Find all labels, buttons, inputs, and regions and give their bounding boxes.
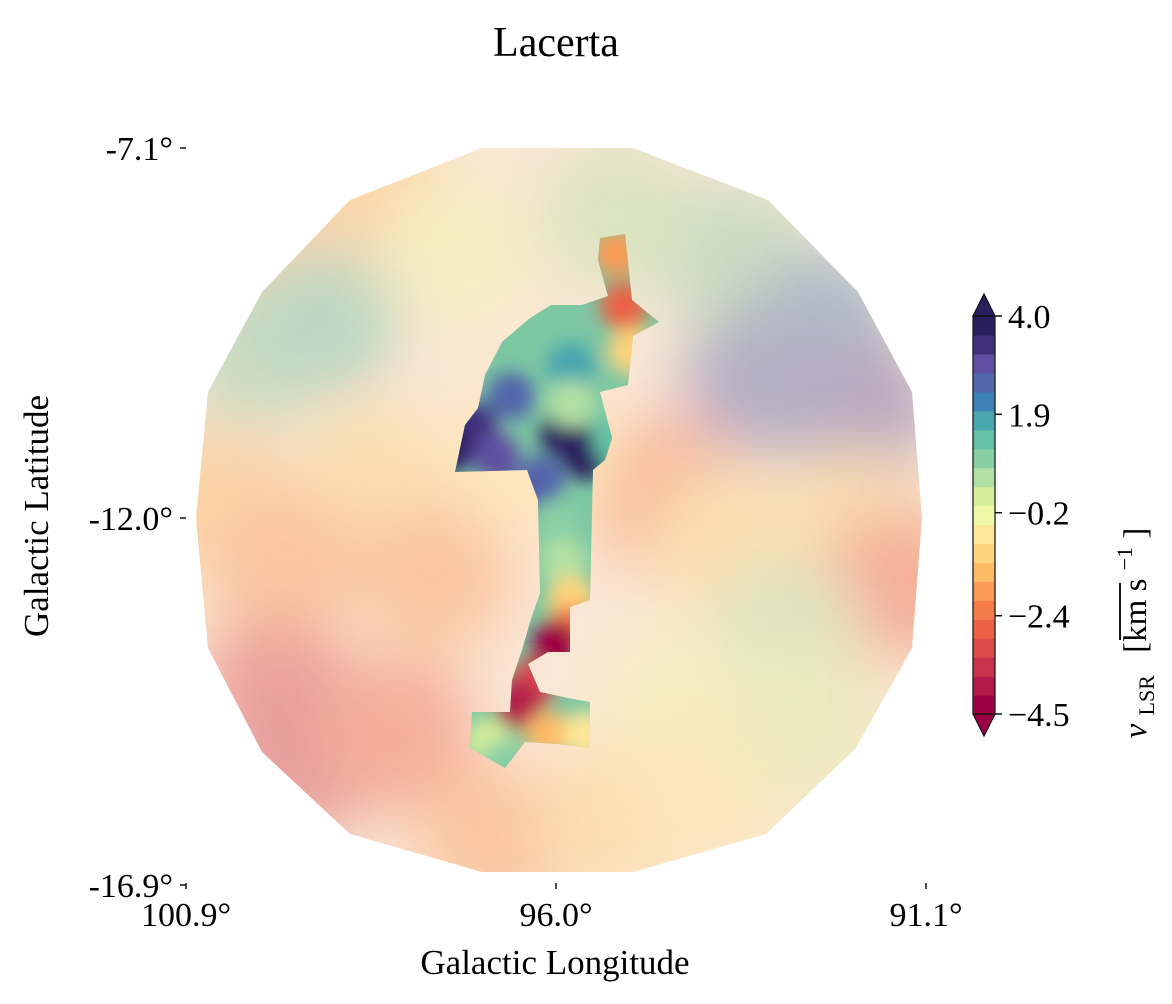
- colorbar-label-close: ]: [1118, 528, 1154, 539]
- field-layer: [196, 148, 922, 872]
- y-axis-label: Galactic Latitude: [17, 395, 56, 637]
- x-tick-label: 91.1°: [889, 897, 962, 934]
- colorbar-segment: [973, 581, 995, 601]
- x-tick-label: 96.0°: [519, 897, 592, 934]
- colorbar-frame: [972, 315, 996, 715]
- colorbar-segment: [973, 524, 995, 545]
- colorbar-segment: [973, 334, 995, 355]
- colorbar-label-exp: −1: [1112, 547, 1137, 570]
- x-tick-label: 100.9°: [141, 897, 231, 934]
- field-sample: [357, 498, 514, 655]
- y-tick-label: -7.1°: [106, 131, 173, 168]
- colorbar-segment: [973, 486, 995, 507]
- colorbar-segment: [973, 410, 995, 431]
- chart-title: Lacerta: [493, 20, 619, 66]
- colorbar-label-sub: LSR: [1134, 675, 1159, 716]
- field-sample: [417, 761, 574, 872]
- colorbar-segment: [973, 353, 995, 374]
- colorbar-label-units: [km s: [1118, 579, 1154, 653]
- colorbar-label-var: v: [1118, 723, 1154, 738]
- colorbar-segment: [973, 600, 995, 620]
- field-sample: [727, 641, 884, 798]
- filament-sample: [547, 342, 596, 391]
- x-axis-label: Galactic Longitude: [420, 943, 689, 982]
- field-sample: [681, 303, 838, 460]
- field-sample: [379, 175, 536, 332]
- colorbar-segment: [973, 638, 995, 658]
- field-sample: [206, 483, 363, 640]
- colorbar-tick-label: −2.4: [1008, 599, 1070, 636]
- colorbar-label: v LSR [km s −1 ]: [1104, 528, 1162, 739]
- colorbar-segment: [973, 316, 995, 336]
- colorbar-segment: [973, 505, 995, 526]
- filament-sample: [547, 379, 596, 428]
- y-axis: -7.1° -12.0° -16.9° Galactic Latitude: [17, 131, 186, 905]
- colorbar-tick-label: 4.0: [1008, 299, 1051, 336]
- field-sample: [538, 148, 695, 294]
- colorbar-extend-top: [972, 292, 996, 317]
- colorbar-segment: [973, 657, 995, 677]
- colorbar-segment: [973, 429, 995, 450]
- colorbar-segment: [973, 448, 995, 469]
- filament-sample: [479, 740, 528, 768]
- field-sample: [319, 656, 476, 813]
- colorbar-segment: [973, 391, 995, 412]
- svg-text:v LSR [km s: v LSR [km s −1 ]: [1104, 528, 1162, 739]
- colorbar-tick-label: −4.5: [1008, 697, 1070, 734]
- colorbar-segment: [973, 695, 995, 715]
- colorbar-segment: [973, 372, 995, 393]
- colorbar-segment: [973, 562, 995, 582]
- filament-sample: [486, 372, 535, 421]
- y-tick-label: -12.0°: [89, 501, 173, 538]
- x-axis: 100.9° 96.0° 91.1° Galactic Longitude: [141, 883, 963, 982]
- colorbar-tick-label: −0.2: [1008, 496, 1070, 533]
- y-tick-label: -16.9°: [89, 868, 173, 905]
- filament-sample: [539, 537, 588, 586]
- colorbar-tick-label: 1.9: [1008, 397, 1051, 434]
- filament-sample: [532, 500, 580, 548]
- colorbar: 4.0 1.9 −0.2 −2.4 −4.5 v LSR [km s −1 ]: [972, 292, 1162, 739]
- filament-sample: [471, 432, 520, 481]
- colorbar-segment: [973, 619, 995, 639]
- field-sample: [243, 243, 400, 399]
- colorbar-extend-bottom: [972, 713, 996, 738]
- colorbar-segment: [973, 676, 995, 696]
- colorbar-segment: [973, 467, 995, 488]
- colorbar-segment: [973, 543, 995, 563]
